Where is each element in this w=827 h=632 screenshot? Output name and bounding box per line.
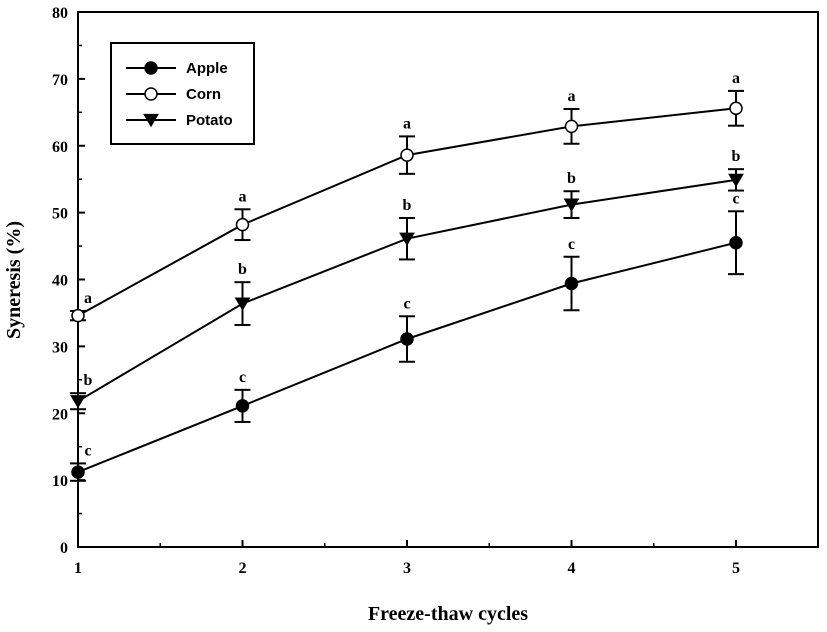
legend-label: Corn (186, 86, 221, 103)
data-point (71, 308, 85, 323)
data-point (563, 198, 580, 212)
y-tick-label: 0 (60, 540, 68, 557)
x-tick-label: 1 (74, 560, 82, 577)
legend-item-corn: Corn (126, 86, 221, 103)
data-point (235, 217, 250, 232)
significance-label: c (239, 369, 246, 386)
x-axis-title: Freeze-thaw cycles (368, 603, 528, 625)
data-point (729, 235, 743, 250)
legend: Apple Corn Potato (110, 42, 255, 145)
significance-label: b (403, 197, 412, 214)
x-axis: 1 2 3 4 5 (74, 540, 740, 577)
data-point (728, 173, 744, 188)
y-tick-label: 40 (52, 273, 68, 290)
significance-label: c (732, 190, 739, 207)
y-axis-title: Syneresis (%) (3, 221, 25, 339)
significance-label: c (403, 295, 410, 312)
data-point (400, 332, 414, 346)
series-corn: a a a a a (70, 70, 744, 323)
y-tick-label: 30 (52, 339, 68, 356)
significance-label: a (84, 290, 92, 307)
legend-marker (144, 87, 158, 101)
x-tick-label: 5 (732, 560, 740, 577)
legend-label: Apple (186, 60, 228, 77)
x-tick-label: 2 (239, 560, 247, 577)
x-tick-label: 3 (403, 560, 411, 577)
significance-label: b (84, 372, 93, 389)
y-tick-label: 60 (52, 139, 68, 156)
significance-label: b (238, 261, 247, 278)
data-point (400, 148, 414, 162)
legend-item-apple: Apple (126, 60, 228, 77)
data-point (71, 465, 85, 479)
legend-item-potato: Potato (126, 112, 233, 129)
significance-label: b (567, 170, 576, 187)
significance-label: a (568, 88, 576, 105)
significance-label: c (84, 442, 91, 459)
x-tick-label: 4 (568, 560, 576, 577)
y-tick-label: 70 (52, 72, 68, 89)
y-tick-label: 80 (52, 5, 68, 22)
significance-label: b (732, 148, 741, 165)
data-point (564, 276, 579, 291)
legend-label: Potato (186, 112, 233, 129)
y-tick-label: 10 (52, 473, 68, 490)
series-potato: b b b b b (70, 148, 744, 411)
significance-label: a (403, 115, 411, 132)
data-point (564, 119, 579, 134)
data-point (235, 399, 250, 413)
significance-label: c (568, 236, 575, 253)
data-point (70, 395, 86, 409)
legend-marker (144, 61, 158, 75)
y-tick-label: 50 (52, 206, 68, 223)
data-point (729, 101, 743, 116)
y-axis: 0 10 20 30 40 50 60 70 80 (52, 5, 85, 557)
series-layer: c c c c c a a a a a b b b b b (70, 70, 744, 482)
data-point (399, 232, 415, 246)
y-tick-label: 20 (52, 406, 68, 423)
significance-label: a (732, 70, 740, 87)
significance-label: a (239, 188, 247, 205)
data-point (234, 297, 251, 311)
series-apple: c c c c c (70, 190, 744, 482)
legend-marker (143, 113, 159, 128)
